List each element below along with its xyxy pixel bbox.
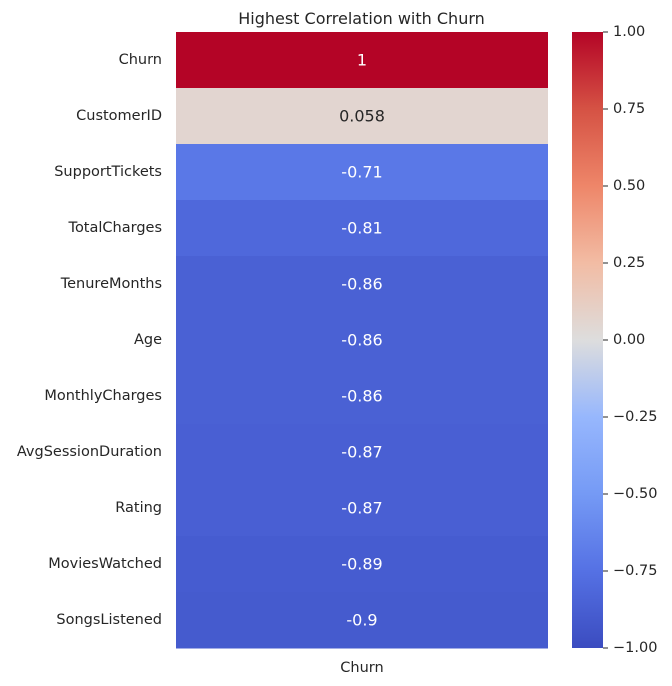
heatmap-cell-value: -0.86 xyxy=(341,331,382,350)
heatmap-cell xyxy=(176,480,548,537)
heatmap-row-labels: Churn CustomerID SupportTickets TotalCharge… xyxy=(17,52,162,628)
row-tick-label: TotalCharges xyxy=(68,220,162,236)
heatmap-cell xyxy=(176,312,548,369)
heatmap-column-labels: Churn xyxy=(340,660,383,676)
heatmap-cell-value: -0.87 xyxy=(341,499,382,518)
heatmap-cell-value: -0.81 xyxy=(341,219,382,238)
colorbar-tick-label: 0.25 xyxy=(613,255,645,271)
heatmap-cell-value: 0.058 xyxy=(339,107,385,126)
heatmap-cell xyxy=(176,424,548,481)
chart-title: Highest Correlation with Churn xyxy=(238,9,485,28)
row-tick-label: CustomerID xyxy=(76,108,162,124)
row-tick-label: Age xyxy=(134,332,162,348)
row-tick-label: AvgSessionDuration xyxy=(17,444,162,460)
heatmap-cell xyxy=(176,32,548,89)
heatmap-cell xyxy=(176,256,548,313)
heatmap-cell-value: 1 xyxy=(357,51,367,70)
heatmap-cell-value: -0.71 xyxy=(341,163,382,182)
heatmap-cell-value: -0.86 xyxy=(341,387,382,406)
colorbar-tick-label: 0.50 xyxy=(613,178,645,194)
colorbar-tick-label: 0.75 xyxy=(613,101,645,117)
heatmap-cell xyxy=(176,368,548,425)
heatmap-cell xyxy=(176,592,548,649)
row-tick-label: MonthlyCharges xyxy=(44,388,162,404)
row-tick-label: SongsListened xyxy=(56,612,162,628)
colorbar-ticks: 1.00 0.75 0.50 0.25 0.00 −0.25 −0.50 −0.75 −1.00 xyxy=(603,24,657,656)
colorbar xyxy=(572,32,603,648)
colorbar-tick-label: −1.00 xyxy=(613,640,657,656)
heatmap-cell xyxy=(176,536,548,593)
heatmap-cell-value: -0.86 xyxy=(341,275,382,294)
colorbar-tick-label: 1.00 xyxy=(613,24,645,40)
row-tick-label: MoviesWatched xyxy=(48,556,162,572)
heatmap-cell-value: -0.89 xyxy=(341,555,382,574)
colorbar-tick-label: 0.00 xyxy=(613,332,645,348)
heatmap-cells xyxy=(176,32,548,649)
heatmap-cell-value: -0.87 xyxy=(341,443,382,462)
heatmap-cell xyxy=(176,144,548,201)
row-tick-label: Churn xyxy=(119,52,162,68)
heatmap-cell xyxy=(176,88,548,145)
heatmap-cell-value: -0.9 xyxy=(346,611,377,630)
row-tick-label: TenureMonths xyxy=(60,276,162,292)
heatmap-cell xyxy=(176,200,548,257)
colorbar-tick-label: −0.25 xyxy=(613,409,657,425)
colorbar-tick-label: −0.75 xyxy=(613,563,657,579)
colorbar-tick-label: −0.50 xyxy=(613,486,657,502)
column-tick-label: Churn xyxy=(340,660,383,676)
heatmap-cell-labels: 1 0.058 -0.71 -0.81 -0.86 -0.86 -0.86 -0.87 -0.8… xyxy=(339,51,385,630)
row-tick-label: Rating xyxy=(115,500,162,516)
row-tick-label: SupportTickets xyxy=(54,164,162,180)
